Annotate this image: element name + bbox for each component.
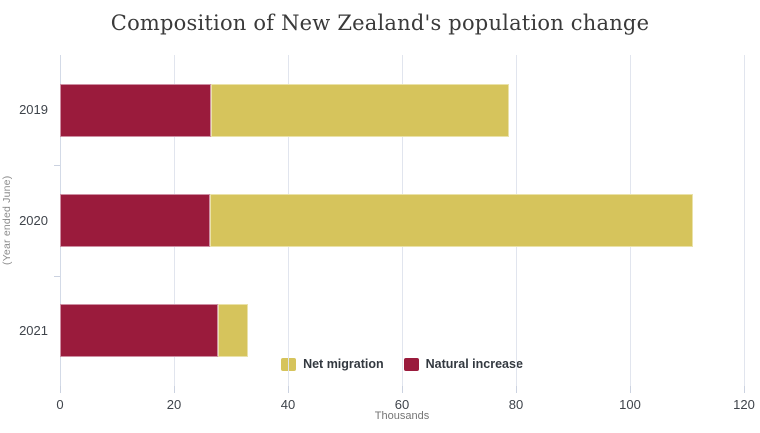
bar-2019-natural-increase[interactable] bbox=[60, 83, 212, 137]
bar-2021-natural-increase[interactable] bbox=[60, 304, 218, 358]
x-tick-label-100: 100 bbox=[619, 397, 641, 412]
gridline-120 bbox=[744, 55, 745, 386]
y-axis-tick bbox=[54, 275, 60, 277]
x-axis-tick-120 bbox=[744, 386, 745, 393]
bar-2021-net-migration[interactable] bbox=[217, 304, 249, 358]
x-axis-tick-100 bbox=[630, 386, 631, 393]
x-axis-tick-80 bbox=[516, 386, 517, 393]
chart-title: Composition of New Zealand's population … bbox=[110, 11, 650, 35]
x-axis-tick-20 bbox=[174, 386, 175, 393]
legend-label-net-migration: Net migration bbox=[303, 357, 384, 371]
x-tick-label-0: 0 bbox=[56, 397, 64, 412]
legend-label-natural-increase: Natural increase bbox=[425, 357, 523, 371]
legend-item-net-migration[interactable]: Net migration bbox=[281, 357, 384, 371]
legend: Net migration Natural increase bbox=[60, 357, 744, 371]
x-axis-label: Thousands bbox=[374, 410, 430, 422]
category-label-2020: 2020 bbox=[19, 212, 48, 228]
x-tick-label-20: 20 bbox=[166, 397, 182, 412]
bar-2019-net-migration[interactable] bbox=[211, 83, 510, 137]
bar-2020-natural-increase[interactable] bbox=[60, 194, 210, 247]
category-label-2021: 2021 bbox=[19, 322, 48, 338]
legend-swatch-natural-increase bbox=[403, 357, 419, 371]
x-tick-label-80: 80 bbox=[508, 397, 524, 412]
y-axis-tick bbox=[54, 165, 60, 167]
bar-2020-net-migration[interactable] bbox=[209, 194, 693, 247]
x-tick-label-40: 40 bbox=[280, 397, 296, 412]
x-axis-tick-40 bbox=[288, 386, 289, 393]
x-tick-label-120: 120 bbox=[733, 397, 755, 412]
x-tick-label-60: 60 bbox=[394, 397, 410, 412]
x-axis-tick-0 bbox=[60, 386, 61, 393]
x-axis-tick-60 bbox=[402, 386, 403, 393]
category-label-2019: 2019 bbox=[19, 102, 48, 118]
legend-item-natural-increase[interactable]: Natural increase bbox=[403, 357, 523, 371]
